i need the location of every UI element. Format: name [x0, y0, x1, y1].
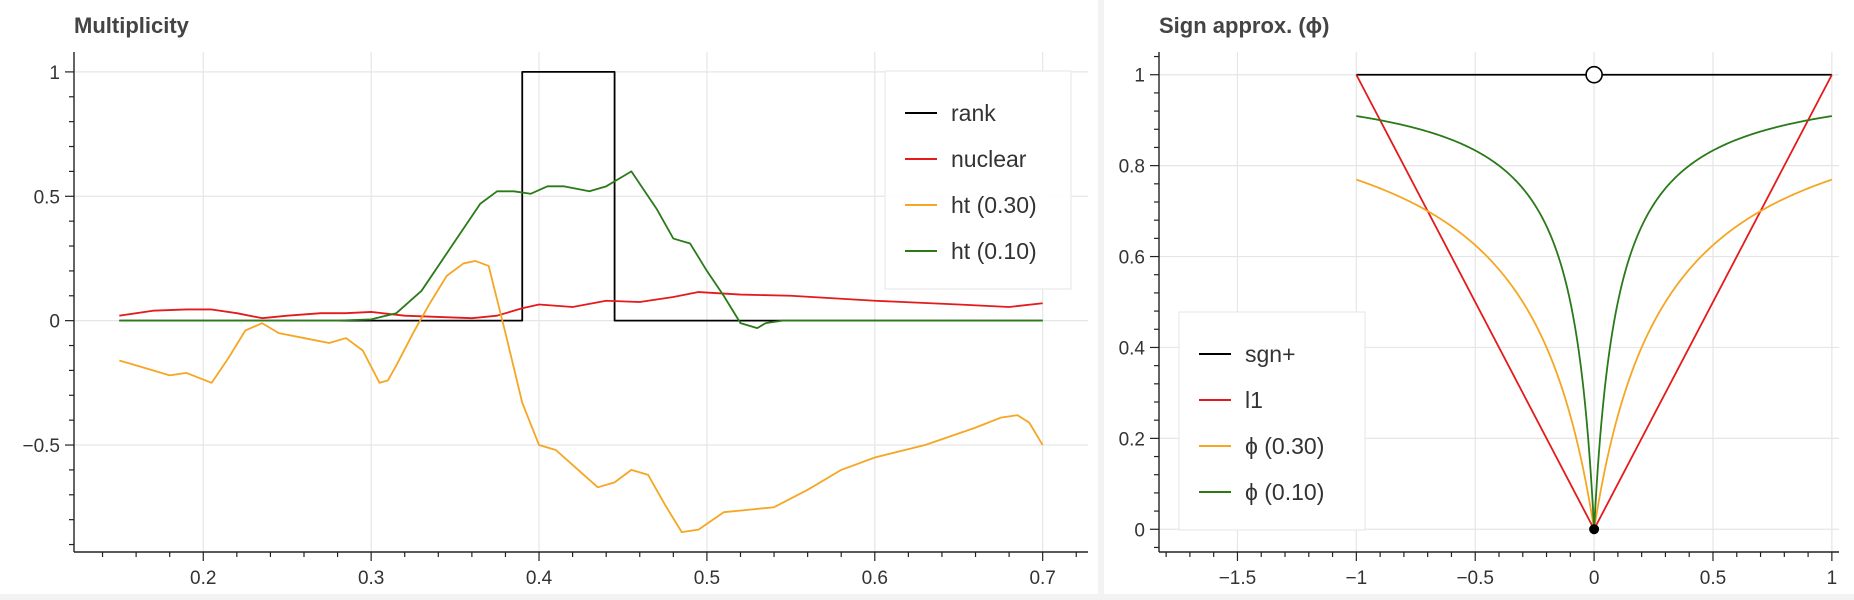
multiplicity-panel: Multiplicity 0.2 0.3 0.4 0.5 0.6 0.7 1 0.5 0 −0.5…: [0, 0, 1098, 594]
x-tick-label: 0.4: [526, 568, 553, 589]
y-tick-label: 0.8: [1119, 157, 1145, 178]
x-tick-label: −0.5: [1456, 568, 1494, 589]
x-tick-label: 0.5: [1700, 568, 1726, 589]
chart-title: Sign approx. (ϕ): [1159, 13, 1330, 38]
legend-label: ϕ (0.30): [1245, 433, 1324, 459]
legend-label: ϕ (0.10): [1245, 479, 1324, 505]
x-tick-label: 0.7: [1029, 568, 1055, 589]
y-tick-label: 1: [49, 63, 60, 84]
y-tick-label: 0: [49, 312, 60, 333]
x-tick-label: 0.5: [694, 568, 720, 589]
legend-box: [1178, 311, 1366, 531]
filled-dot-marker: [1589, 524, 1600, 535]
series-line: [119, 291, 1043, 320]
legend-box: [884, 70, 1072, 290]
legend-label: l1: [1245, 387, 1263, 413]
x-tick-label: 0.3: [358, 568, 384, 589]
series-line: [119, 260, 1044, 533]
x-tick-label: 1: [1827, 568, 1838, 589]
legend-label: nuclear: [951, 146, 1027, 172]
y-tick-label: 1: [1134, 66, 1145, 87]
y-tick-label: 0.2: [1119, 429, 1145, 450]
sign-approx-chart: Sign approx. (ϕ) −1.5 −1 −0.5 0 0.5 1 1 0.8 0.6 0…: [1119, 13, 1839, 589]
series-line: [119, 71, 1043, 322]
legend-label: ht (0.10): [951, 238, 1037, 264]
x-tick-label: 0: [1589, 568, 1600, 589]
chart-title: Multiplicity: [74, 13, 190, 38]
x-tick-label: −1: [1346, 568, 1368, 589]
y-tick-label: 0.6: [1119, 248, 1145, 269]
y-tick-label: 0.5: [34, 187, 60, 208]
legend-label: rank: [951, 100, 996, 126]
open-circle-marker: [1585, 65, 1603, 84]
y-tick-label: −0.5: [22, 436, 60, 457]
legend-label: ht (0.30): [951, 192, 1037, 218]
y-tick-label: 0.4: [1119, 338, 1146, 359]
series-line: [119, 170, 1043, 330]
sign-approx-panel: Sign approx. (ϕ) −1.5 −1 −0.5 0 0.5 1 1 0.8 0.6 0…: [1104, 0, 1854, 594]
legend-label: sgn+: [1245, 341, 1296, 367]
y-tick-label: 0: [1134, 520, 1145, 541]
x-tick-label: −1.5: [1219, 568, 1257, 589]
x-tick-label: 0.2: [190, 568, 216, 589]
x-tick-label: 0.6: [862, 568, 888, 589]
multiplicity-chart: Multiplicity 0.2 0.3 0.4 0.5 0.6 0.7 1 0.5 0 −0.5…: [22, 13, 1088, 589]
